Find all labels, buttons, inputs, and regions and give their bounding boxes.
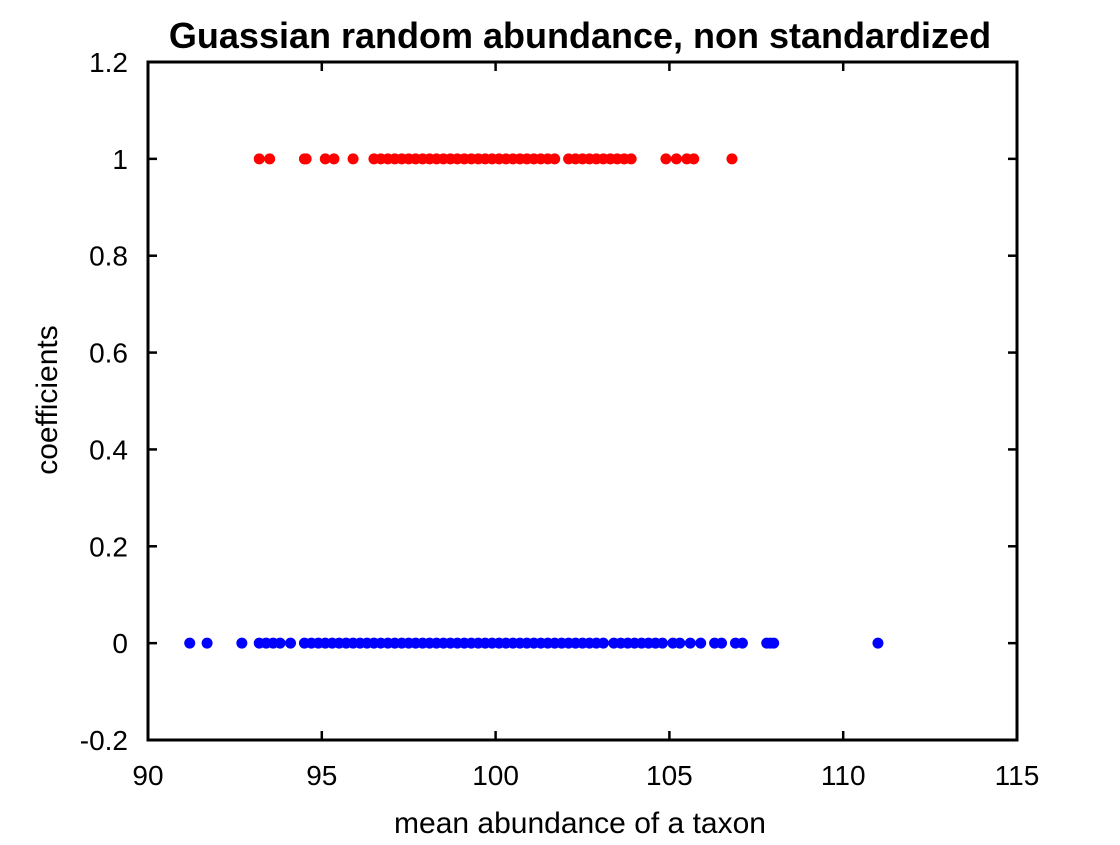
data-point: [201, 637, 213, 649]
data-point: [319, 153, 331, 165]
x-tick-label: 105: [646, 760, 693, 791]
y-tick-label: 1.2: [89, 47, 128, 78]
x-tick-label: 95: [306, 760, 337, 791]
data-point: [674, 637, 686, 649]
series-0: [253, 153, 738, 165]
y-tick-label: 0.6: [89, 338, 128, 369]
y-tick-label: 0.4: [89, 434, 128, 465]
data-point: [549, 153, 561, 165]
y-tick-label: 0.8: [89, 241, 128, 272]
chart-title: Guassian random abundance, non standardi…: [169, 15, 991, 56]
x-axis-label: mean abundance of a taxon: [394, 807, 766, 840]
y-tick-label: 1: [112, 144, 128, 175]
data-point: [726, 153, 738, 165]
data-point: [688, 153, 700, 165]
data-point: [264, 153, 276, 165]
data-point: [684, 637, 696, 649]
data-point: [285, 637, 297, 649]
data-point: [716, 637, 728, 649]
y-tick-label: 0.2: [89, 531, 128, 562]
plot-area-frame: [146, 60, 1019, 742]
data-point: [768, 637, 780, 649]
data-point: [656, 637, 668, 649]
data-point: [300, 153, 312, 165]
data-point: [236, 637, 248, 649]
data-point: [670, 153, 682, 165]
x-tick-label: 100: [472, 760, 519, 791]
data-point: [184, 637, 196, 649]
y-axis-label: coefficients: [31, 325, 64, 475]
data-point: [660, 153, 672, 165]
series-1: [184, 637, 884, 649]
data-point: [328, 153, 340, 165]
data-point: [736, 637, 748, 649]
y-tick-label: -0.2: [80, 725, 128, 756]
x-tick-label: 110: [821, 760, 866, 791]
data-point: [695, 637, 707, 649]
x-tick-label: 90: [132, 760, 163, 791]
data-point: [274, 637, 286, 649]
data-point: [253, 153, 265, 165]
axes: 90 95 100 105 110 115 -0.2 0 0.2 0.4 0.6 0.8 1 1.2: [80, 47, 1040, 791]
data-point: [872, 637, 884, 649]
data-points: [184, 153, 884, 649]
x-tick-label: 115: [995, 760, 1040, 791]
data-point: [625, 153, 637, 165]
data-point: [597, 637, 609, 649]
y-tick-label: 0: [112, 628, 128, 659]
data-point: [347, 153, 359, 165]
